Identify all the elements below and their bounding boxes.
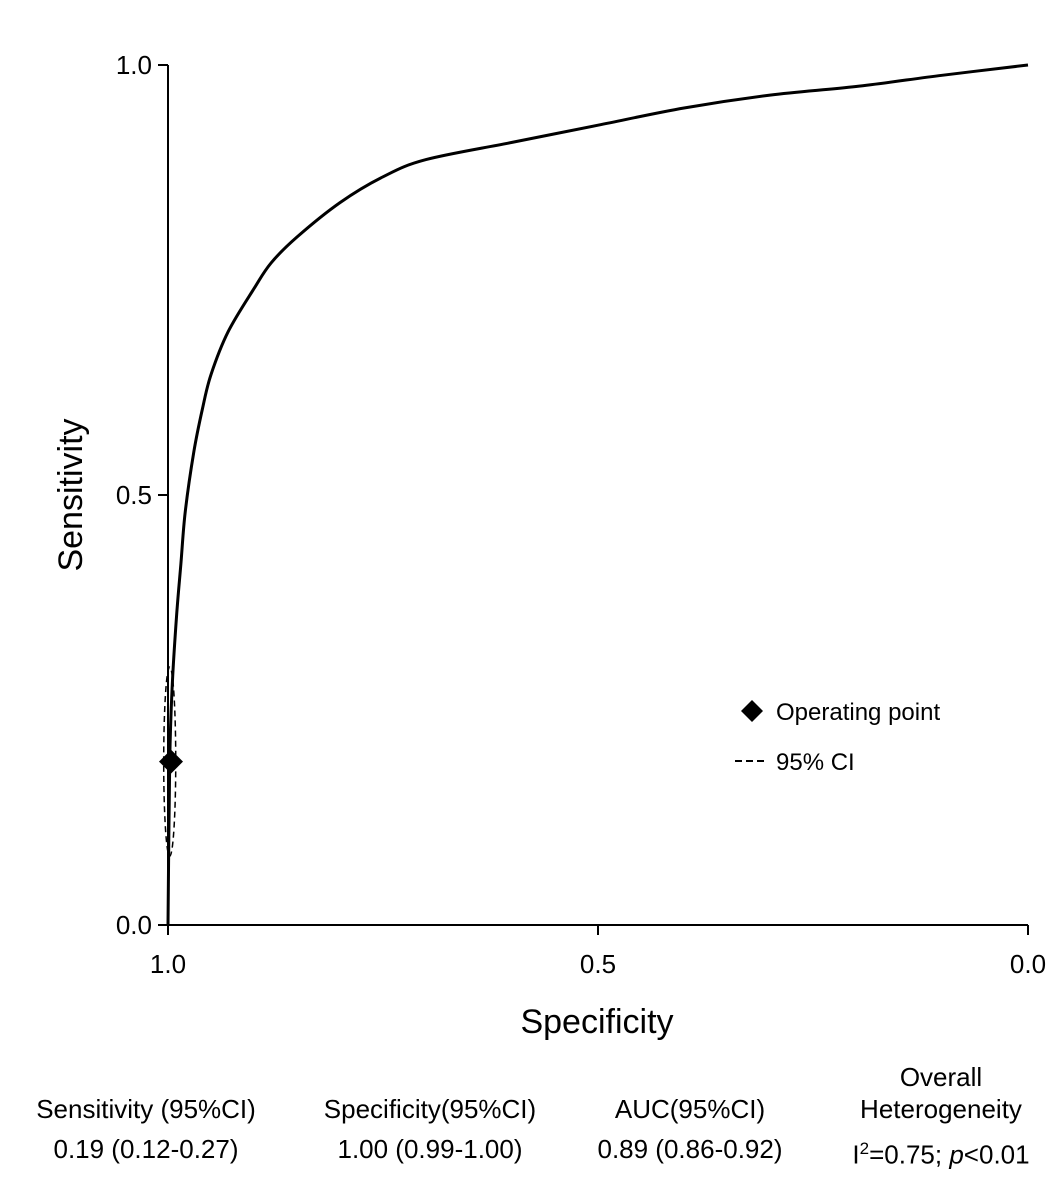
het-suffix: <0.01 (963, 1139, 1030, 1170)
stat-heterogeneity-value: I2=0.75; p<0.01 (826, 1133, 1056, 1171)
het-p: p (949, 1139, 964, 1170)
y-tick-label-1: 0.5 (116, 480, 152, 510)
x-tick-label-2: 0.0 (1010, 949, 1046, 979)
stat-sensitivity-header: Sensitivity (95%CI) (36, 1094, 256, 1124)
legend-diamond-marker (741, 700, 763, 722)
y-tick-label-2: 1.0 (116, 50, 152, 80)
axes (167, 65, 1028, 926)
stat-specificity: Specificity(95%CI) 1.00 (0.99-1.00) (292, 1045, 568, 1164)
stat-sensitivity: Sensitivity (95%CI) 0.19 (0.12-0.27) (8, 1045, 284, 1164)
het-sup: 2 (859, 1139, 870, 1158)
point-layer (159, 749, 183, 774)
stat-specificity-header: Specificity(95%CI) (323, 1094, 537, 1124)
x-tick-label-1: 0.5 (580, 949, 616, 979)
summary-statistics: Sensitivity (95%CI) 0.19 (0.12-0.27) Spe… (0, 1045, 1063, 1195)
y-tick-label-0: 0.0 (116, 910, 152, 940)
sroc-chart: 1.0 0.5 0.0 0.0 0.5 1.0 Specificity Sensitivi… (52, 50, 1046, 1041)
het-mid: =0.75; (869, 1139, 950, 1170)
ticks: 1.0 0.5 0.0 0.0 0.5 1.0 (116, 50, 1046, 979)
het-i: I (852, 1139, 860, 1170)
stat-auc-header: AUC(95%CI) (614, 1094, 766, 1124)
legend-label-95ci: 95% CI (776, 749, 855, 776)
x-axis-title: Specificity (520, 1003, 673, 1041)
sroc-curve (166, 63, 1029, 926)
legend: Operating point 95% CI (735, 699, 940, 776)
legend-label-operating-point: Operating point (776, 699, 940, 726)
x-tick-label-0: 1.0 (150, 949, 186, 979)
stat-specificity-value: 1.00 (0.99-1.00) (337, 1134, 523, 1164)
stat-heterogeneity: Overall Heterogeneity I2=0.75; p<0.01 (826, 1045, 1056, 1170)
curve-layer (166, 63, 1029, 926)
y-axis-title: Sensitivity (52, 418, 90, 571)
operating-point-marker (159, 749, 183, 774)
stat-heterogeneity-header-line2: Heterogeneity (860, 1094, 1022, 1124)
stat-auc: AUC(95%CI) 0.89 (0.86-0.92) (572, 1045, 808, 1164)
stat-heterogeneity-header-line1: Overall (899, 1062, 983, 1092)
stat-sensitivity-value: 0.19 (0.12-0.27) (53, 1134, 239, 1164)
stat-auc-value: 0.89 (0.86-0.92) (597, 1134, 783, 1164)
